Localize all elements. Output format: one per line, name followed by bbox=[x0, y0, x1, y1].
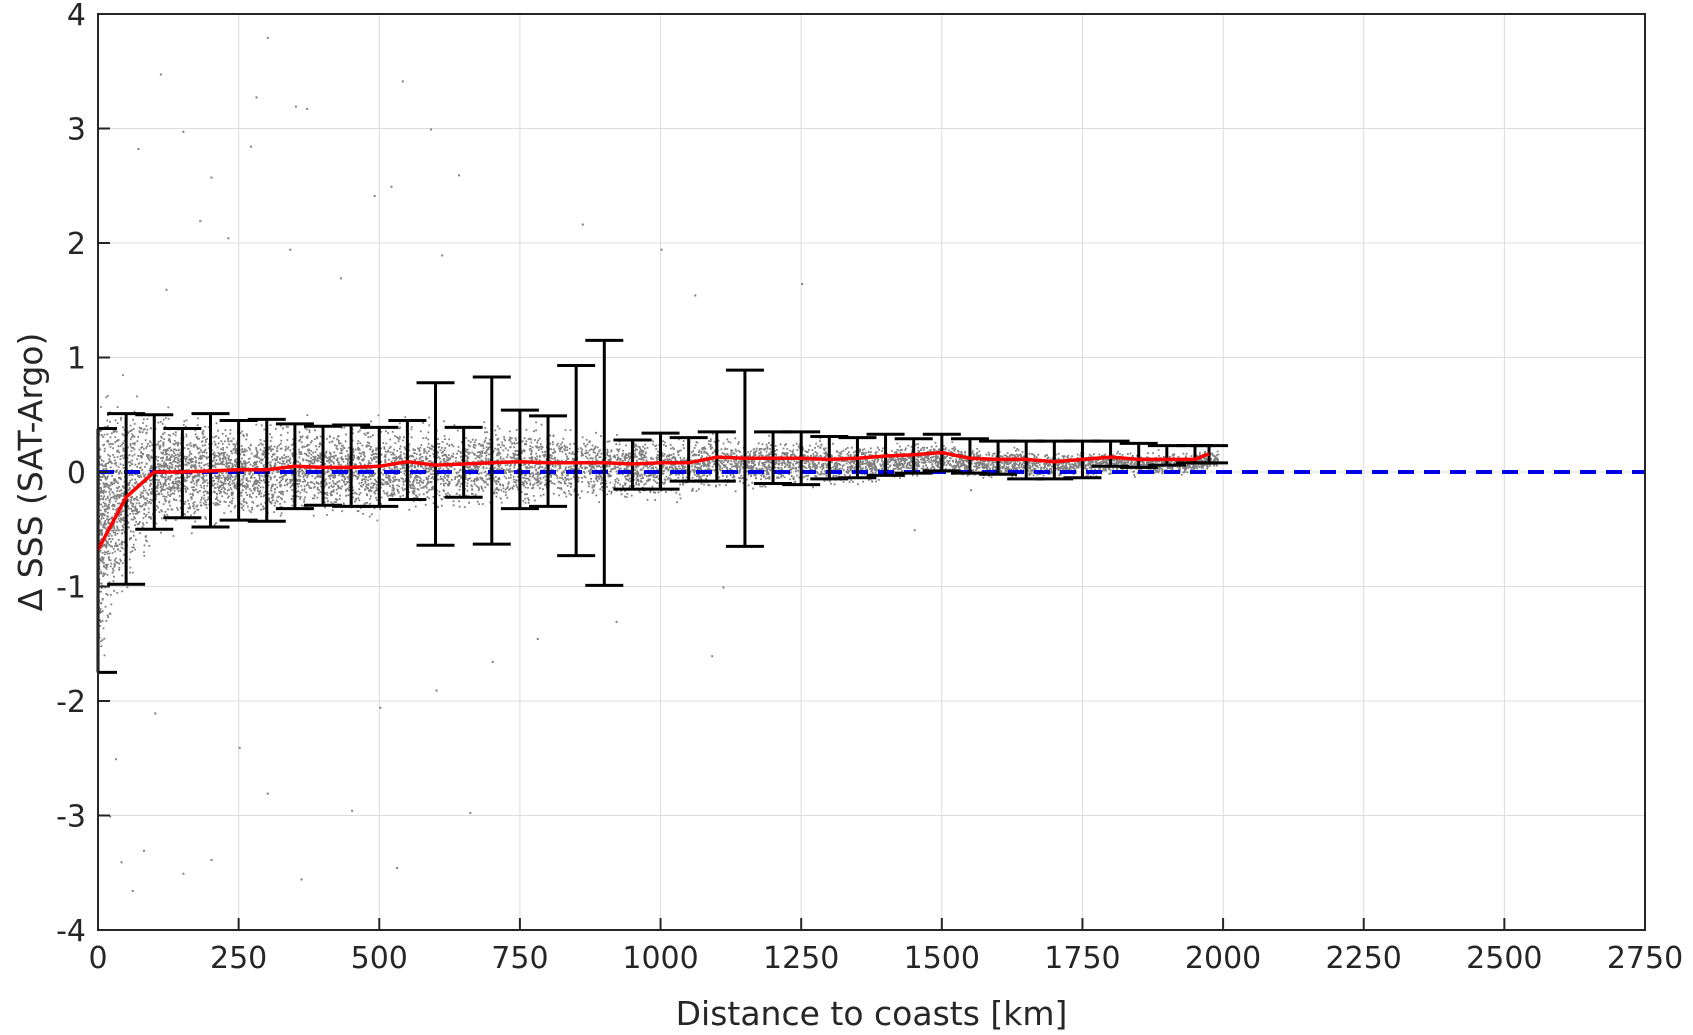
scatter-point bbox=[294, 105, 297, 108]
scatter-point bbox=[339, 277, 342, 280]
scatter-point bbox=[458, 174, 461, 177]
scatter-point bbox=[182, 872, 185, 875]
scatter-point bbox=[711, 655, 714, 658]
scatter-point bbox=[109, 815, 112, 818]
scatter-point bbox=[373, 194, 376, 197]
scatter-point bbox=[120, 861, 123, 864]
scatter-point bbox=[210, 176, 213, 179]
scatter-point bbox=[401, 80, 404, 83]
x-tick-label: 250 bbox=[210, 941, 267, 976]
scatter-point bbox=[266, 36, 269, 39]
scatter-point bbox=[266, 792, 269, 795]
scatter-point bbox=[913, 529, 916, 532]
scatter-point bbox=[165, 288, 168, 291]
y-axis-ticks: -4 -3 -2 -1 0 1 2 3 4 bbox=[56, 0, 110, 949]
scatter-point bbox=[238, 746, 241, 749]
y-tick-label: 2 bbox=[67, 227, 86, 262]
y-axis-title: Δ SSS (SAT-Argo) bbox=[11, 333, 50, 612]
x-tick-label: 500 bbox=[351, 941, 408, 976]
y-tick-label: -2 bbox=[56, 685, 86, 720]
scatter-point bbox=[182, 130, 185, 133]
binned-mean-line bbox=[96, 450, 1210, 551]
x-tick-label: 2750 bbox=[1607, 941, 1683, 976]
scatter-point bbox=[131, 889, 134, 892]
scatter-point bbox=[615, 620, 618, 623]
scatter-point bbox=[289, 248, 292, 251]
x-axis-ticks: 0 250 500 750 1000 1250 1500 1750 2000 2250 2500 27… bbox=[88, 918, 1683, 976]
scatter-point bbox=[159, 73, 162, 76]
scatter-point bbox=[255, 96, 258, 99]
scatter-point bbox=[660, 248, 663, 251]
scatter-point bbox=[536, 638, 539, 641]
error-bar bbox=[500, 408, 539, 511]
x-axis-title: Distance to coasts [km] bbox=[676, 994, 1068, 1033]
x-tick-label: 2250 bbox=[1326, 941, 1402, 976]
scatter-point bbox=[581, 223, 584, 226]
x-tick-label: 1500 bbox=[904, 941, 980, 976]
error-bar bbox=[1119, 441, 1158, 469]
error-bar bbox=[557, 364, 596, 558]
scatter-point bbox=[114, 758, 117, 761]
scatter-point bbox=[390, 185, 393, 188]
x-tick-label: 1000 bbox=[622, 941, 698, 976]
y-tick-label: -3 bbox=[56, 800, 86, 835]
error-bar bbox=[472, 375, 511, 546]
scatter-point bbox=[137, 147, 140, 150]
scatter-point bbox=[300, 878, 303, 881]
x-tick-label: 2000 bbox=[1185, 941, 1261, 976]
x-tick-label: 1250 bbox=[763, 941, 839, 976]
scatter-point bbox=[379, 706, 382, 709]
scatter-point bbox=[694, 294, 697, 297]
y-tick-label: 4 bbox=[67, 0, 86, 33]
scatter-point bbox=[306, 107, 309, 110]
scatter-point bbox=[199, 220, 202, 223]
scatter-point bbox=[396, 867, 399, 870]
x-tick-label: 750 bbox=[491, 941, 548, 976]
y-tick-label: -4 bbox=[56, 914, 86, 949]
y-tick-label: -1 bbox=[56, 571, 86, 606]
scatter-point bbox=[969, 489, 972, 492]
scatter-point bbox=[441, 254, 444, 257]
scatter-point bbox=[722, 586, 725, 589]
y-tick-label: 3 bbox=[67, 113, 86, 148]
scatter-point bbox=[801, 283, 804, 286]
scatter-point bbox=[491, 660, 494, 663]
scatter-point bbox=[154, 712, 157, 715]
scatter-point bbox=[143, 849, 146, 852]
y-tick-label: 1 bbox=[67, 342, 86, 377]
scatter-point bbox=[429, 128, 432, 131]
scatter-point bbox=[469, 812, 472, 815]
x-tick-label: 1750 bbox=[1044, 941, 1120, 976]
scatter-point bbox=[227, 237, 230, 240]
scatter-point bbox=[435, 689, 438, 692]
x-tick-label: 0 bbox=[88, 941, 107, 976]
x-tick-label: 2500 bbox=[1466, 941, 1542, 976]
y-tick-label: 0 bbox=[67, 456, 86, 491]
scatter-points bbox=[98, 36, 1220, 892]
scatter-point bbox=[210, 859, 213, 862]
scatter-point bbox=[249, 145, 252, 148]
scatter-point bbox=[351, 809, 354, 812]
